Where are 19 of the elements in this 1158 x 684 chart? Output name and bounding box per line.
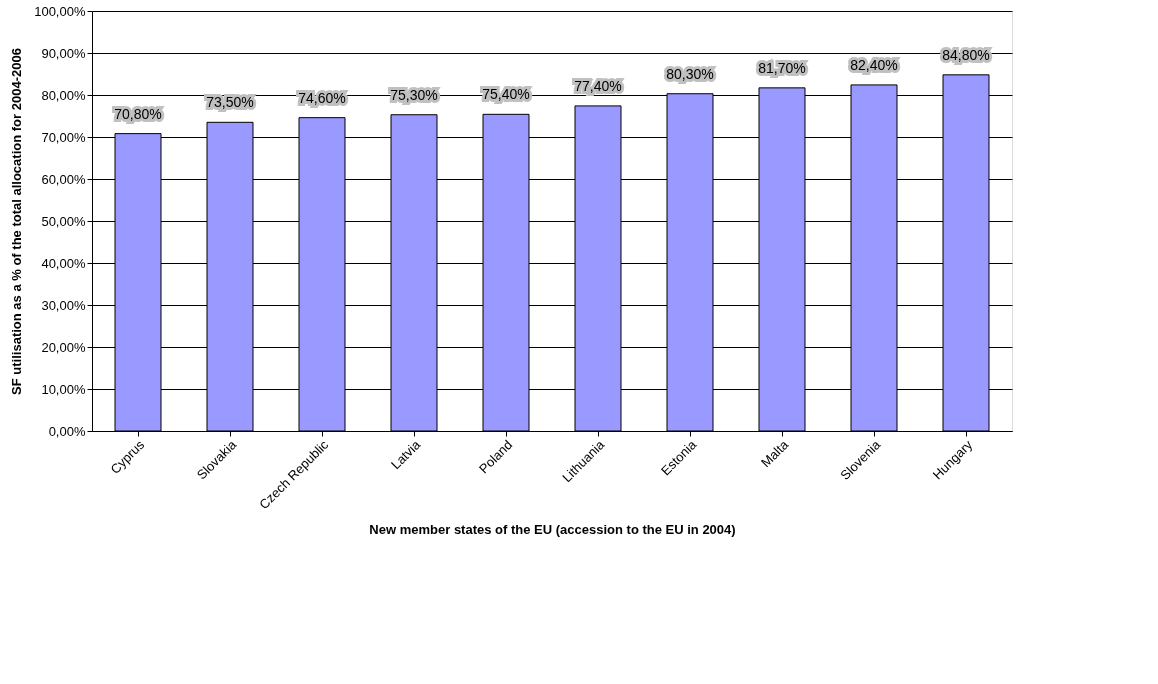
data-label: 73,50% <box>206 94 254 111</box>
x-axis-title: New member states of the EU (accession to the EU in 2004) <box>369 522 736 538</box>
y-tick-label: 60,00% <box>41 171 86 187</box>
data-label: 82,40% <box>850 56 898 73</box>
y-tick-label: 50,00% <box>41 213 86 229</box>
y-tick-label: 40,00% <box>41 255 86 271</box>
y-tick-label: 90,00% <box>41 45 86 61</box>
data-label: 81,70% <box>758 59 806 76</box>
y-tick-label: 100,00% <box>34 3 86 19</box>
y-tick-label: 70,00% <box>41 129 86 145</box>
data-label: 77,40% <box>574 77 622 94</box>
y-tick-label: 10,00% <box>41 381 86 397</box>
y-tick-label: 0,00% <box>48 423 86 439</box>
data-label: 80,30% <box>666 65 714 82</box>
y-axis-title: SF utilisation as a % of the total allocation for 2004-2006 <box>9 48 25 395</box>
data-label: 70,80% <box>114 105 162 122</box>
y-tick-label: 80,00% <box>41 87 86 103</box>
y-tick-label: 20,00% <box>41 339 86 355</box>
y-tick-label: 30,00% <box>41 297 86 313</box>
